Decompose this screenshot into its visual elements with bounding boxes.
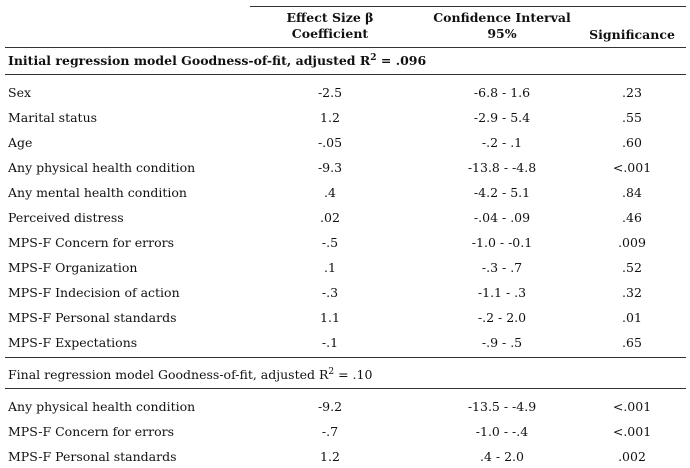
- title-text: Final regression model Goodness-of-fit, …: [8, 367, 329, 382]
- cell: .60: [622, 135, 642, 150]
- rule: [250, 6, 686, 7]
- cell: -.5: [321, 235, 339, 250]
- cell: -13.8 - -4.8: [467, 160, 537, 175]
- rule: [5, 47, 686, 48]
- cell: -.2 - .1: [481, 135, 523, 150]
- cell: .52: [622, 260, 642, 275]
- cell: <.001: [612, 424, 652, 439]
- rule: [5, 388, 686, 389]
- title-text: Initial regression model Goodness-of-fit…: [8, 53, 371, 68]
- column-header: Coefficient: [291, 26, 369, 41]
- column-header: Significance: [589, 27, 675, 42]
- rule: [5, 357, 686, 358]
- cell: .4 - 2.0: [480, 449, 524, 464]
- row-label: MPS-F Expectations: [8, 335, 138, 350]
- cell: .84: [622, 185, 642, 200]
- cell: -.3 - .7: [481, 260, 523, 275]
- cell: .02: [320, 210, 340, 225]
- cell: 1.2: [320, 449, 340, 464]
- cell: .46: [622, 210, 642, 225]
- title-tail: = .10: [334, 367, 373, 382]
- title-tail: = .096: [376, 53, 427, 68]
- column-header: Confidence Interval: [433, 10, 571, 25]
- cell: -1.0 - -0.1: [471, 235, 533, 250]
- row-label: MPS-F Indecision of action: [8, 285, 180, 300]
- row-label: MPS-F Personal standards: [8, 310, 177, 325]
- row-label: Any physical health condition: [8, 160, 196, 175]
- row-label: MPS-F Concern for errors: [8, 424, 175, 439]
- cell: -.7: [321, 424, 339, 439]
- cell: .55: [622, 110, 642, 125]
- section-title: Final regression model Goodness-of-fit, …: [8, 367, 372, 383]
- cell: .01: [622, 310, 642, 325]
- section-title: Initial regression model Goodness-of-fit…: [8, 53, 426, 69]
- cell: -4.2 - 5.1: [473, 185, 531, 200]
- cell: .4: [324, 185, 336, 200]
- cell: -1.0 - -.4: [475, 424, 529, 439]
- title-sup: 2: [328, 366, 335, 377]
- cell: .32: [622, 285, 642, 300]
- cell: <.001: [612, 399, 652, 414]
- row-label: Perceived distress: [8, 210, 124, 225]
- row-label: Any physical health condition: [8, 399, 196, 414]
- cell: .1: [324, 260, 336, 275]
- cell: -.9 - .5: [481, 335, 523, 350]
- cell: -13.5 - -4.9: [467, 399, 537, 414]
- cell: -.05: [317, 135, 343, 150]
- cell: -6.8 - 1.6: [473, 85, 531, 100]
- row-label: MPS-F Personal standards: [8, 449, 177, 464]
- cell: <.001: [612, 160, 652, 175]
- cell: -2.9 - 5.4: [473, 110, 531, 125]
- cell: -2.5: [317, 85, 343, 100]
- row-label: Any mental health condition: [8, 185, 187, 200]
- column-header: Effect Size β: [286, 10, 374, 25]
- cell: -.3: [321, 285, 339, 300]
- row-label: MPS-F Organization: [8, 260, 138, 275]
- cell: .65: [622, 335, 642, 350]
- row-label: Sex: [8, 85, 32, 100]
- cell: -9.2: [317, 399, 343, 414]
- rule: [5, 74, 686, 75]
- row-label: Marital status: [8, 110, 98, 125]
- row-label: MPS-F Concern for errors: [8, 235, 175, 250]
- cell: -9.3: [317, 160, 343, 175]
- cell: .009: [618, 235, 646, 250]
- cell: -1.1 - .3: [477, 285, 527, 300]
- column-header: 95%: [487, 26, 517, 41]
- row-label: Age: [8, 135, 33, 150]
- cell: .23: [622, 85, 642, 100]
- cell: -.2 - 2.0: [477, 310, 527, 325]
- cell: 1.1: [320, 310, 340, 325]
- cell: 1.2: [320, 110, 340, 125]
- cell: -.1: [321, 335, 339, 350]
- cell: -.04 - .09: [473, 210, 531, 225]
- title-sup: 2: [370, 52, 377, 63]
- cell: .002: [618, 449, 646, 464]
